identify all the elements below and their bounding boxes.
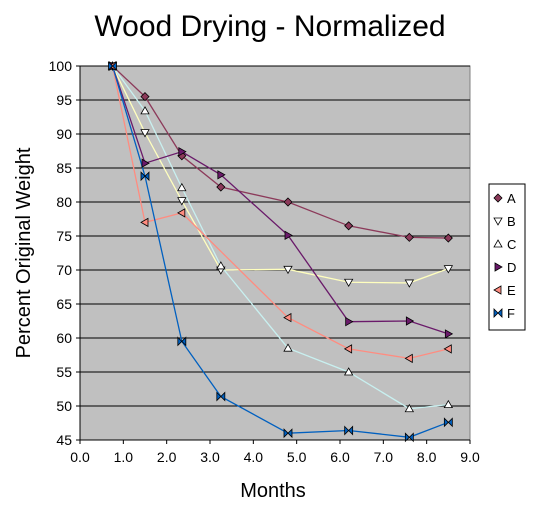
y-tick-label: 95 xyxy=(56,92,72,108)
series-c-point xyxy=(140,106,150,115)
series-c-line xyxy=(111,65,449,410)
plot-area xyxy=(79,65,471,441)
y-tick-label: 65 xyxy=(56,296,72,312)
series-c-point xyxy=(404,403,415,413)
series-e-point xyxy=(343,344,353,354)
series-f-point xyxy=(177,336,187,347)
legend-label-f: F xyxy=(507,306,515,321)
series-f-point xyxy=(404,432,414,443)
series-c-point xyxy=(283,343,293,352)
x-tick-label: 4.0 xyxy=(244,449,264,465)
chart-title: Wood Drying - Normalized xyxy=(94,10,445,43)
series-e-point xyxy=(443,344,452,354)
y-tick-label: 100 xyxy=(49,58,73,74)
legend-marker-c xyxy=(493,239,503,248)
x-tick-label: 5.0 xyxy=(287,449,307,465)
series-c-point xyxy=(177,182,187,192)
series-c-point xyxy=(443,399,454,409)
legend-label-b: B xyxy=(507,214,516,229)
series-a-point xyxy=(344,221,354,231)
series-layer xyxy=(107,61,454,443)
legend-marker-b xyxy=(493,217,503,226)
legend-label-d: D xyxy=(507,260,516,275)
series-f-point xyxy=(344,425,354,436)
x-tick-label: 8.0 xyxy=(417,449,437,465)
series-f-point xyxy=(283,428,293,439)
series-a-point xyxy=(216,182,226,192)
series-d-point xyxy=(141,158,150,168)
series-b-point xyxy=(443,265,454,274)
x-tick-label: 3.0 xyxy=(200,449,220,465)
series-b-point xyxy=(283,265,293,275)
series-a-point xyxy=(283,197,293,207)
x-tick-label: 2.0 xyxy=(157,449,177,465)
x-axis-title: Months xyxy=(240,480,306,502)
y-tick-label: 45 xyxy=(56,432,72,448)
series-b-line xyxy=(111,65,449,284)
series-a-point xyxy=(443,233,453,243)
series-d-point xyxy=(345,316,354,327)
y-tick-label: 85 xyxy=(56,160,72,176)
y-tick-label: 60 xyxy=(56,330,72,346)
series-b-point xyxy=(343,278,354,288)
series-d-point xyxy=(284,230,293,241)
y-tick-label: 80 xyxy=(56,194,72,210)
series-d-line xyxy=(111,65,449,335)
series-d-point xyxy=(444,329,454,339)
legend-label-e: E xyxy=(507,283,516,298)
y-axis-title: Percent Original Weight xyxy=(13,147,35,358)
series-f-line xyxy=(111,65,449,438)
series-c-point xyxy=(216,261,226,270)
series-b-point xyxy=(140,129,150,138)
series-d-point xyxy=(178,146,187,157)
series-d-point xyxy=(217,170,226,180)
x-tick-label: 1.0 xyxy=(114,449,134,465)
x-tick-label: 6.0 xyxy=(330,449,350,465)
legend-marker-a xyxy=(493,193,503,203)
x-tick-label: 7.0 xyxy=(374,449,394,465)
series-f-point xyxy=(108,61,117,71)
y-tick-label: 70 xyxy=(56,262,72,278)
x-tick-label: 9.0 xyxy=(460,449,480,465)
y-tick-label: 55 xyxy=(56,364,72,380)
series-a-point xyxy=(140,92,150,102)
series-f-point xyxy=(140,171,150,182)
legend-marker-d xyxy=(494,262,503,272)
series-b-point xyxy=(177,197,187,206)
y-tick-label: 50 xyxy=(56,398,72,414)
y-tick-label: 75 xyxy=(56,228,72,244)
series-b-point xyxy=(404,279,415,288)
legend-box xyxy=(488,183,526,331)
series-a-point xyxy=(404,232,414,242)
legend-label-a: A xyxy=(507,191,516,206)
series-e-point xyxy=(140,217,149,228)
series-c-point xyxy=(343,367,354,376)
series-a-line xyxy=(112,65,449,239)
series-d-point xyxy=(405,316,415,326)
series-e-point xyxy=(404,353,413,364)
legend-marker-e xyxy=(493,285,502,295)
series-e-point xyxy=(177,208,186,218)
legend-label-c: C xyxy=(507,237,516,252)
series-e-point xyxy=(283,312,292,323)
series-f-point xyxy=(443,417,453,428)
legend-marker-f xyxy=(493,308,503,318)
y-tick-label: 90 xyxy=(56,126,72,142)
series-f-point xyxy=(216,391,226,402)
x-tick-label: 0.0 xyxy=(70,449,90,465)
